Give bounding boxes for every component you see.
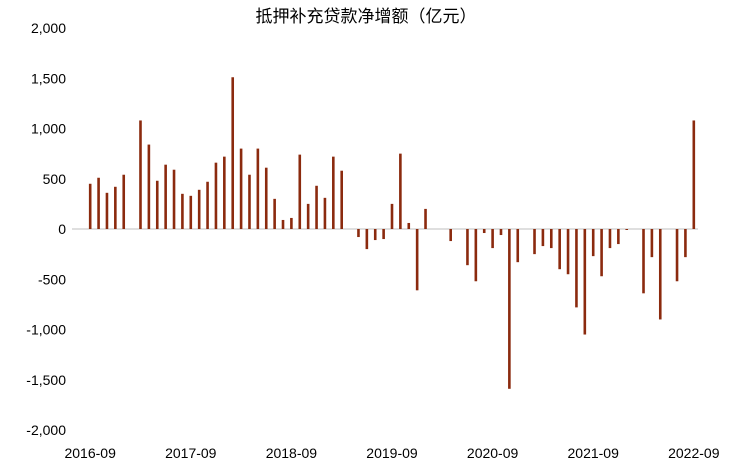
bar-2016-10 bbox=[97, 177, 100, 229]
chart-title: 抵押补充贷款净增额（亿元） bbox=[255, 7, 477, 27]
bar-2017-03 bbox=[139, 120, 142, 229]
bar-2021-08 bbox=[583, 229, 587, 335]
bar-2022-05 bbox=[658, 229, 662, 320]
bar-2018-01 bbox=[223, 156, 226, 229]
bar-2018-07 bbox=[273, 198, 276, 229]
bar-2018-04 bbox=[248, 174, 251, 229]
y-tick-label: -2,000 bbox=[26, 422, 66, 438]
bar-2019-07 bbox=[373, 229, 377, 241]
bar-2021-04 bbox=[549, 229, 553, 249]
bar-2019-06 bbox=[365, 229, 369, 250]
bar-2021-09 bbox=[591, 229, 595, 257]
bar-2021-12 bbox=[617, 229, 620, 245]
x-tick-label: 2022-09 bbox=[668, 445, 720, 461]
bar-2016-09 bbox=[88, 183, 92, 229]
bar-2022-07 bbox=[675, 229, 679, 282]
bar-2022-04 bbox=[650, 229, 654, 258]
bar-2021-03 bbox=[541, 229, 545, 247]
bar-2020-11 bbox=[508, 229, 511, 389]
bar-2017-01 bbox=[122, 174, 126, 229]
bars-group bbox=[72, 77, 698, 389]
bar-2020-10 bbox=[499, 229, 503, 236]
y-axis-tick-labels: -2,000 -1,500 -1,000 -500 0 500 1,000 1,500 2,00… bbox=[26, 20, 66, 438]
y-tick-label: 1,000 bbox=[31, 121, 66, 137]
bar-2019-09 bbox=[390, 203, 394, 230]
bar-2022-08 bbox=[684, 229, 687, 258]
y-tick-label: -1,000 bbox=[26, 322, 66, 338]
bar-2021-06 bbox=[566, 229, 570, 275]
bar-2018-12 bbox=[315, 185, 318, 229]
bar-2018-08 bbox=[281, 219, 285, 229]
x-axis-tick-labels: 2016-09 2017-09 2018-09 2019-09 2020-09 2021-… bbox=[64, 445, 719, 461]
x-tick-label: 2019-09 bbox=[366, 445, 418, 461]
bar-2017-11 bbox=[206, 181, 209, 229]
bar-2016-11 bbox=[105, 192, 109, 229]
bar-2021-02 bbox=[533, 229, 536, 255]
bar-2018-06 bbox=[264, 167, 268, 229]
bar-2020-04 bbox=[449, 229, 452, 242]
x-tick-label: 2020-09 bbox=[467, 445, 519, 461]
bar-2020-12 bbox=[516, 229, 520, 263]
bar-2017-12 bbox=[214, 162, 218, 229]
bar-2017-04 bbox=[147, 144, 151, 229]
bar-2019-08 bbox=[382, 229, 385, 240]
bar-2020-01 bbox=[424, 208, 427, 229]
bar-2019-03 bbox=[340, 170, 343, 229]
bar-2021-10 bbox=[600, 229, 603, 277]
bar-2019-10 bbox=[399, 153, 402, 230]
y-tick-label: 0 bbox=[58, 221, 66, 237]
bar-2022-09 bbox=[692, 120, 696, 229]
bar-2020-08 bbox=[482, 229, 486, 234]
bar-2018-03 bbox=[239, 148, 243, 229]
bar-2018-05 bbox=[256, 148, 260, 229]
bar-2017-06 bbox=[164, 164, 167, 229]
bar-2017-07 bbox=[172, 169, 176, 229]
x-tick-label: 2021-09 bbox=[568, 445, 620, 461]
bar-2017-10 bbox=[197, 189, 201, 229]
x-tick-label: 2017-09 bbox=[165, 445, 217, 461]
bar-2020-06 bbox=[466, 229, 469, 266]
y-tick-label: 1,500 bbox=[31, 70, 66, 86]
bar-2021-05 bbox=[558, 229, 561, 270]
bar-2018-11 bbox=[306, 203, 310, 230]
bar-2019-12 bbox=[415, 229, 419, 291]
bar-2019-01 bbox=[323, 197, 327, 229]
x-tick-label: 2016-09 bbox=[64, 445, 116, 461]
y-tick-label: -500 bbox=[38, 271, 66, 287]
bar-2019-05 bbox=[357, 229, 360, 238]
bar-2019-11 bbox=[407, 222, 411, 229]
bar-2017-08 bbox=[181, 193, 184, 229]
bar-2018-02 bbox=[231, 77, 235, 229]
bar-2017-05 bbox=[155, 180, 159, 229]
y-tick-label: 500 bbox=[43, 171, 67, 187]
x-tick-label: 2018-09 bbox=[266, 445, 318, 461]
bar-2018-10 bbox=[298, 154, 302, 229]
bar-2019-02 bbox=[332, 156, 335, 229]
bar-2017-09 bbox=[189, 195, 193, 229]
bar-2020-09 bbox=[491, 229, 494, 249]
bar-2022-03 bbox=[642, 229, 645, 294]
bar-2021-11 bbox=[608, 229, 612, 249]
bar-2021-07 bbox=[575, 229, 578, 308]
bar-2020-07 bbox=[474, 229, 478, 282]
bar-2018-09 bbox=[290, 217, 293, 229]
y-tick-label: -1,500 bbox=[26, 372, 66, 388]
bar-2022-01 bbox=[625, 229, 629, 230]
y-tick-label: 2,000 bbox=[31, 20, 66, 36]
bar-2016-12 bbox=[114, 186, 117, 229]
